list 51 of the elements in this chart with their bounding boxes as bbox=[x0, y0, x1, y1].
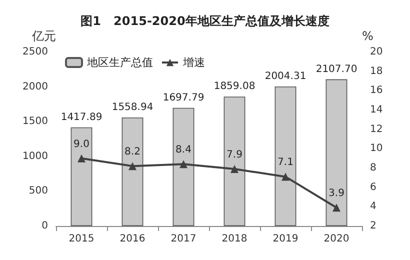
data-label: 3.9 bbox=[328, 188, 344, 200]
y-tick-label: 2500 bbox=[22, 46, 48, 58]
bar bbox=[326, 79, 348, 226]
data-label: 1859.08 bbox=[214, 81, 256, 92]
data-label: 9.0 bbox=[74, 138, 90, 150]
data-label: 8.2 bbox=[124, 146, 140, 158]
y-tick-label: 1500 bbox=[22, 116, 48, 128]
data-label: 2004.31 bbox=[264, 71, 306, 82]
chart-title: 图1 2015-2020年地区生产总值及增长速度 bbox=[80, 14, 330, 28]
y2-tick-label: 4 bbox=[370, 201, 376, 212]
data-label: 1417.89 bbox=[60, 112, 102, 123]
bar bbox=[274, 86, 296, 226]
y-axis-title: 亿元 bbox=[31, 29, 56, 43]
data-label: 1558.94 bbox=[112, 102, 154, 113]
y2-axis-title: % bbox=[362, 29, 374, 43]
y2-tick-label: 16 bbox=[370, 85, 383, 96]
point bbox=[230, 164, 238, 173]
data-label: 7.1 bbox=[278, 157, 294, 168]
data-label: 1697.79 bbox=[162, 92, 204, 104]
bar bbox=[224, 96, 246, 226]
legend-label: 地区生产总值 bbox=[86, 56, 153, 69]
x-tick-label: 2017 bbox=[170, 234, 196, 244]
x-tick-label: 2015 bbox=[68, 234, 94, 244]
y-tick-label: 0 bbox=[42, 220, 48, 232]
x-tick-label: 2019 bbox=[272, 234, 298, 244]
point bbox=[180, 160, 188, 168]
x-tick-label: 2020 bbox=[324, 234, 350, 244]
data-label: 8.4 bbox=[176, 144, 192, 156]
point bbox=[78, 154, 86, 162]
y-tick-label: 2000 bbox=[22, 81, 48, 92]
point bbox=[332, 204, 340, 212]
y2-tick-label: 14 bbox=[370, 104, 383, 116]
data-label: 2107.70 bbox=[316, 64, 358, 75]
y2-tick-label: 18 bbox=[370, 66, 383, 77]
point bbox=[128, 162, 136, 170]
data-label: 7.9 bbox=[226, 149, 242, 160]
y2-tick-label: 12 bbox=[370, 124, 383, 135]
y2-tick-label: 20 bbox=[370, 46, 383, 58]
y2-tick-label: 8 bbox=[370, 162, 376, 174]
bar bbox=[70, 127, 92, 226]
y2-tick-label: 2 bbox=[370, 220, 376, 232]
x-tick-label: 2018 bbox=[222, 234, 248, 244]
y-tick-label: 500 bbox=[28, 186, 48, 197]
bar bbox=[172, 108, 194, 226]
bar bbox=[122, 118, 144, 226]
point bbox=[282, 172, 290, 181]
x-tick-label: 2016 bbox=[120, 234, 146, 244]
y-tick-label: 1000 bbox=[22, 150, 48, 162]
y2-tick-label: 6 bbox=[370, 182, 376, 193]
y2-tick-label: 10 bbox=[370, 143, 383, 154]
legend-label: 增速 bbox=[182, 56, 205, 69]
